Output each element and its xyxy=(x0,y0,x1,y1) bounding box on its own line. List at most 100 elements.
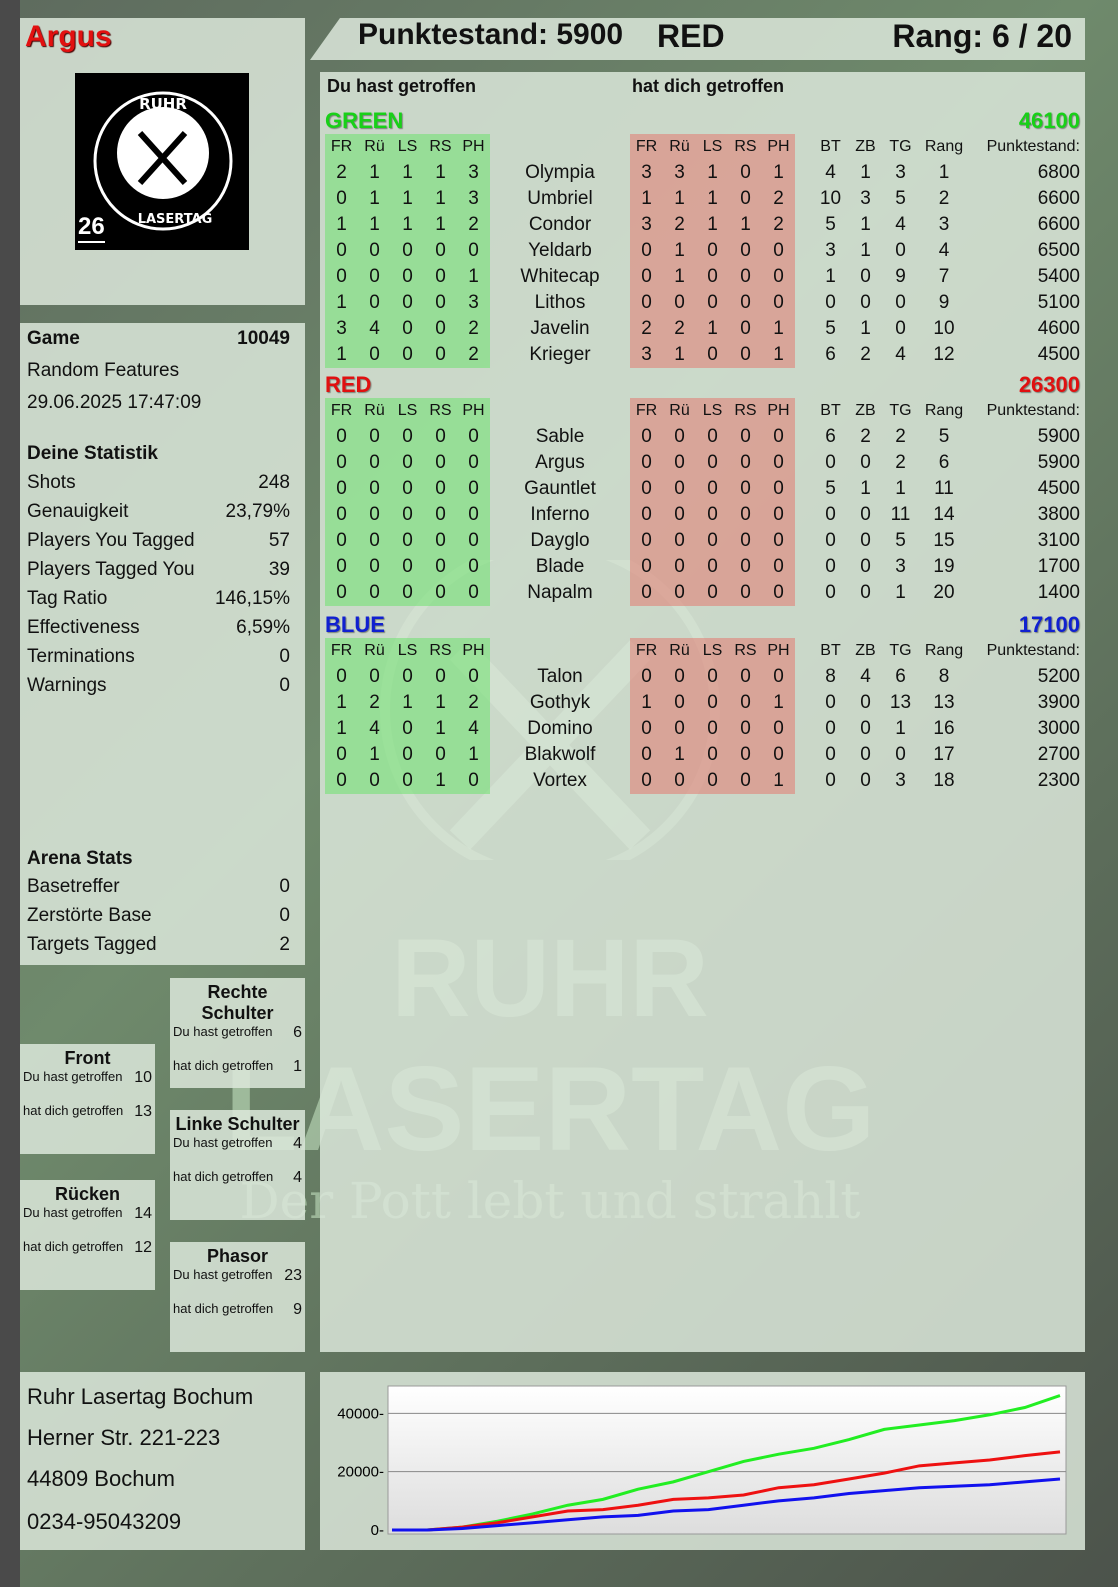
player-rank: 13 xyxy=(933,692,955,713)
player-bt: 5 xyxy=(825,214,836,235)
hit-you-cell: 1 xyxy=(674,188,685,209)
svg-text:LASERTAG: LASERTAG xyxy=(138,212,213,227)
hit-you-cell: 0 xyxy=(740,292,751,313)
hit-row-value: 13 xyxy=(134,1103,152,1120)
player-bt: 0 xyxy=(825,292,836,313)
you-hit-headers: FR Rü LS RS PH xyxy=(325,398,490,424)
player-row: 0 0 0 0 0 Talon 0 0 0 0 0 8 4 6 8 5200 xyxy=(325,664,1080,690)
you-hit-cell: 2 xyxy=(336,162,347,183)
hit-you-cells: 1 1 1 0 2 xyxy=(630,186,795,212)
zone-header: FR xyxy=(330,402,353,419)
you-hit-cell: 1 xyxy=(468,266,479,287)
you-hit-cell: 1 xyxy=(402,692,413,713)
hit-you-cell: 0 xyxy=(773,582,784,603)
hit-you-cells: 2 2 1 0 1 xyxy=(630,316,795,342)
player-tg: 0 xyxy=(895,292,906,313)
hit-you-cells: 0 0 0 0 0 xyxy=(630,502,795,528)
stat-label: Players Tagged You xyxy=(27,559,195,580)
hit-zone-rücken: Rücken Du hast getroffen 14 hat dich getrof… xyxy=(20,1180,155,1290)
player-bt: 0 xyxy=(825,452,836,473)
hit-you-cell: 0 xyxy=(641,426,652,447)
player-score: 1400 xyxy=(1037,582,1080,603)
arena-label: Targets Tagged xyxy=(27,934,157,955)
player-name-cell: Vortex xyxy=(533,770,587,791)
player-name-cell: Sable xyxy=(535,426,585,447)
stat-header: BT xyxy=(820,402,841,419)
you-hit-cell: 0 xyxy=(336,188,347,209)
zone-header: LS xyxy=(702,402,723,419)
player-zb: 0 xyxy=(860,582,871,603)
hit-you-cell: 0 xyxy=(641,744,652,765)
hit-you-cell: 3 xyxy=(641,162,652,183)
you-hit-cell: 0 xyxy=(369,504,380,525)
hit-you-cell: 0 xyxy=(707,530,718,551)
hit-zone-title: Rechte Schulter xyxy=(201,982,274,1023)
hit-you-cell: 1 xyxy=(707,188,718,209)
zone-header: FR xyxy=(635,402,658,419)
you-hit-cell: 0 xyxy=(402,452,413,473)
address-panel xyxy=(20,1372,305,1550)
hit-you-cells: 1 0 0 0 1 xyxy=(630,690,795,716)
you-hit-cell: 0 xyxy=(468,770,479,791)
you-hit-cells: 0 0 0 1 0 xyxy=(325,768,490,794)
you-hit-cell: 2 xyxy=(468,214,479,235)
you-hit-cell: 1 xyxy=(369,744,380,765)
you-hit-cell: 0 xyxy=(369,582,380,603)
team-total: 46100 xyxy=(1018,108,1080,133)
player-rank: 6 xyxy=(938,452,950,473)
player-rank: Rang: 6 / 20 xyxy=(892,18,1072,54)
player-bt: 0 xyxy=(825,582,836,603)
game-id: 10049 xyxy=(237,328,290,349)
you-hit-cell: 0 xyxy=(336,266,347,287)
you-hit-cell: 4 xyxy=(468,718,479,739)
hit-row-value: 10 xyxy=(134,1069,152,1086)
zone-header: Rü xyxy=(364,402,385,419)
you-hit-cell: 0 xyxy=(369,770,380,791)
player-zb: 0 xyxy=(860,556,871,577)
you-hit-cell: 0 xyxy=(402,478,413,499)
hit-you-cell: 0 xyxy=(740,318,751,339)
you-hit-cells: 2 1 1 1 3 xyxy=(325,160,490,186)
player-tg: 13 xyxy=(889,692,912,713)
team-header-row: FR Rü LS RS PH FR Rü LS RS PH BT ZB TG Rang Punktestan… xyxy=(325,638,1080,664)
hit-you-cell: 1 xyxy=(707,318,718,339)
zone-header: PH xyxy=(767,402,790,419)
arena-row: Basetreffer 0 xyxy=(27,876,290,898)
hit-you-cell: 0 xyxy=(707,504,718,525)
player-score: 4600 xyxy=(1037,318,1080,339)
player-name-cell: Blakwolf xyxy=(524,744,596,765)
stat-header: TG xyxy=(889,642,912,659)
player-tg: 9 xyxy=(895,266,906,287)
zone-header: RS xyxy=(429,642,452,659)
you-hit-cell: 0 xyxy=(402,504,413,525)
player-rank: 15 xyxy=(933,530,955,551)
zone-header: FR xyxy=(635,138,658,155)
game-datetime-text: 29.06.2025 17:47:09 xyxy=(27,392,202,413)
stat-value: 248 xyxy=(258,472,290,493)
player-zb: 0 xyxy=(860,770,871,791)
hit-you-cell: 1 xyxy=(773,162,784,183)
hit-you-cell: 0 xyxy=(707,452,718,473)
player-tg: 6 xyxy=(895,666,906,687)
header-bar xyxy=(310,18,1085,60)
player-bt: 5 xyxy=(825,318,836,339)
zone-header: FR xyxy=(330,642,353,659)
you-hit-cells: 1 2 1 1 2 xyxy=(325,690,490,716)
stat-label: Warnings xyxy=(27,675,107,696)
player-row: 0 0 0 0 0 Napalm 0 0 0 0 0 0 0 1 20 1400 xyxy=(325,580,1080,606)
player-zb: 2 xyxy=(860,426,871,447)
you-hit-cell: 0 xyxy=(435,426,446,447)
you-hit-cell: 1 xyxy=(435,692,446,713)
you-hit-cell: 0 xyxy=(336,240,347,261)
player-bt: 0 xyxy=(825,770,836,791)
you-hit-cell: 2 xyxy=(468,692,479,713)
team-total: 26300 xyxy=(1018,372,1080,397)
you-hit-cells: 1 4 0 1 4 xyxy=(325,716,490,742)
zone-header: LS xyxy=(702,642,723,659)
player-rank: 1 xyxy=(938,162,950,183)
you-hit-cell: 1 xyxy=(336,344,347,365)
player-name-cell: Domino xyxy=(527,718,593,739)
hit-you-cell: 1 xyxy=(707,162,718,183)
hit-you-cell: 0 xyxy=(674,292,685,313)
team-section-blue: BLUE 17100 FR Rü LS RS PH FR Rü LS RS PH BT ZB TG Rang P… xyxy=(325,612,1080,794)
